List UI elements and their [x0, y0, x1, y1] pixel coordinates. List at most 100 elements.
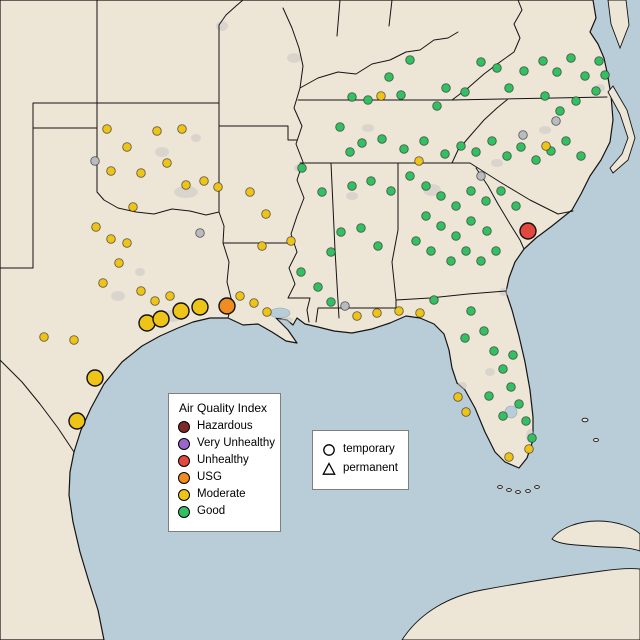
station-marker-good[interactable]: [482, 226, 492, 236]
station-marker-na[interactable]: [518, 130, 528, 140]
station-marker-good[interactable]: [519, 66, 529, 76]
station-marker-moderate[interactable]: [213, 182, 223, 192]
station-marker-moderate[interactable]: [102, 124, 112, 134]
station-marker-na[interactable]: [476, 171, 486, 181]
station-marker-good[interactable]: [552, 67, 562, 77]
station-marker-good[interactable]: [347, 92, 357, 102]
station-marker-good[interactable]: [561, 136, 571, 146]
station-marker-good[interactable]: [421, 211, 431, 221]
station-marker-good[interactable]: [363, 95, 373, 105]
station-marker-moderate[interactable]: [122, 238, 132, 248]
station-marker-good[interactable]: [466, 216, 476, 226]
station-marker-good[interactable]: [326, 247, 336, 257]
station-marker-moderate[interactable]: [415, 308, 425, 318]
station-marker-good[interactable]: [377, 134, 387, 144]
station-marker-good[interactable]: [506, 382, 516, 392]
station-marker-good[interactable]: [511, 201, 521, 211]
station-marker-na[interactable]: [340, 301, 350, 311]
station-marker-good[interactable]: [491, 246, 501, 256]
station-marker-moderate[interactable]: [152, 310, 170, 328]
station-marker-good[interactable]: [451, 201, 461, 211]
station-marker-good[interactable]: [576, 151, 586, 161]
station-marker-moderate[interactable]: [122, 142, 132, 152]
station-marker-good[interactable]: [461, 246, 471, 256]
station-marker-moderate[interactable]: [461, 407, 471, 417]
station-marker-moderate[interactable]: [352, 311, 362, 321]
station-marker-moderate[interactable]: [91, 222, 101, 232]
station-marker-good[interactable]: [347, 181, 357, 191]
station-marker-good[interactable]: [502, 151, 512, 161]
station-marker-good[interactable]: [386, 186, 396, 196]
station-marker-good[interactable]: [591, 86, 601, 96]
station-marker-moderate[interactable]: [86, 369, 104, 387]
station-marker-good[interactable]: [432, 101, 442, 111]
station-marker-moderate[interactable]: [152, 126, 162, 136]
station-marker-moderate[interactable]: [39, 332, 49, 342]
station-marker-moderate[interactable]: [98, 278, 108, 288]
station-marker-good[interactable]: [446, 256, 456, 266]
station-marker-good[interactable]: [476, 256, 486, 266]
station-marker-moderate[interactable]: [128, 202, 138, 212]
station-marker-moderate[interactable]: [235, 291, 245, 301]
station-marker-good[interactable]: [481, 196, 491, 206]
station-marker-good[interactable]: [440, 149, 450, 159]
station-marker-moderate[interactable]: [136, 168, 146, 178]
station-marker-moderate[interactable]: [524, 444, 534, 454]
station-marker-moderate[interactable]: [68, 412, 86, 430]
station-marker-good[interactable]: [484, 391, 494, 401]
station-marker-good[interactable]: [426, 246, 436, 256]
station-marker-good[interactable]: [373, 241, 383, 251]
station-marker-good[interactable]: [405, 55, 415, 65]
station-marker-good[interactable]: [498, 364, 508, 374]
station-marker-moderate[interactable]: [257, 241, 267, 251]
station-marker-moderate[interactable]: [177, 124, 187, 134]
station-marker-moderate[interactable]: [114, 258, 124, 268]
station-marker-moderate[interactable]: [150, 296, 160, 306]
station-marker-moderate[interactable]: [136, 286, 146, 296]
station-marker-good[interactable]: [411, 236, 421, 246]
station-marker-moderate[interactable]: [181, 180, 191, 190]
station-marker-usg[interactable]: [218, 297, 236, 315]
station-marker-moderate[interactable]: [261, 209, 271, 219]
station-marker-moderate[interactable]: [106, 166, 116, 176]
station-marker-good[interactable]: [451, 231, 461, 241]
station-marker-good[interactable]: [580, 71, 590, 81]
station-marker-good[interactable]: [540, 91, 550, 101]
station-marker-good[interactable]: [555, 106, 565, 116]
station-marker-good[interactable]: [489, 346, 499, 356]
station-marker-moderate[interactable]: [165, 291, 175, 301]
station-marker-moderate[interactable]: [453, 392, 463, 402]
station-marker-good[interactable]: [460, 87, 470, 97]
station-marker-good[interactable]: [441, 83, 451, 93]
station-marker-moderate[interactable]: [504, 452, 514, 462]
station-marker-moderate[interactable]: [541, 141, 551, 151]
station-marker-good[interactable]: [317, 187, 327, 197]
station-marker-good[interactable]: [466, 306, 476, 316]
station-marker-good[interactable]: [594, 56, 604, 66]
station-marker-good[interactable]: [514, 399, 524, 409]
station-marker-na[interactable]: [90, 156, 100, 166]
station-marker-good[interactable]: [516, 142, 526, 152]
station-marker-good[interactable]: [492, 63, 502, 73]
station-marker-good[interactable]: [335, 122, 345, 132]
station-marker-good[interactable]: [356, 223, 366, 233]
station-marker-good[interactable]: [399, 144, 409, 154]
station-marker-moderate[interactable]: [191, 298, 209, 316]
station-marker-moderate[interactable]: [172, 302, 190, 320]
station-marker-good[interactable]: [436, 221, 446, 231]
station-marker-good[interactable]: [384, 72, 394, 82]
station-marker-good[interactable]: [476, 57, 486, 67]
station-marker-na[interactable]: [195, 228, 205, 238]
station-marker-good[interactable]: [405, 171, 415, 181]
station-marker-good[interactable]: [436, 191, 446, 201]
station-marker-good[interactable]: [496, 186, 506, 196]
station-marker-moderate[interactable]: [245, 187, 255, 197]
station-marker-good[interactable]: [521, 416, 531, 426]
station-marker-good[interactable]: [313, 282, 323, 292]
station-marker-good[interactable]: [487, 136, 497, 146]
station-marker-moderate[interactable]: [286, 236, 296, 246]
station-marker-good[interactable]: [419, 136, 429, 146]
station-marker-good[interactable]: [600, 70, 610, 80]
station-marker-moderate[interactable]: [162, 158, 172, 168]
